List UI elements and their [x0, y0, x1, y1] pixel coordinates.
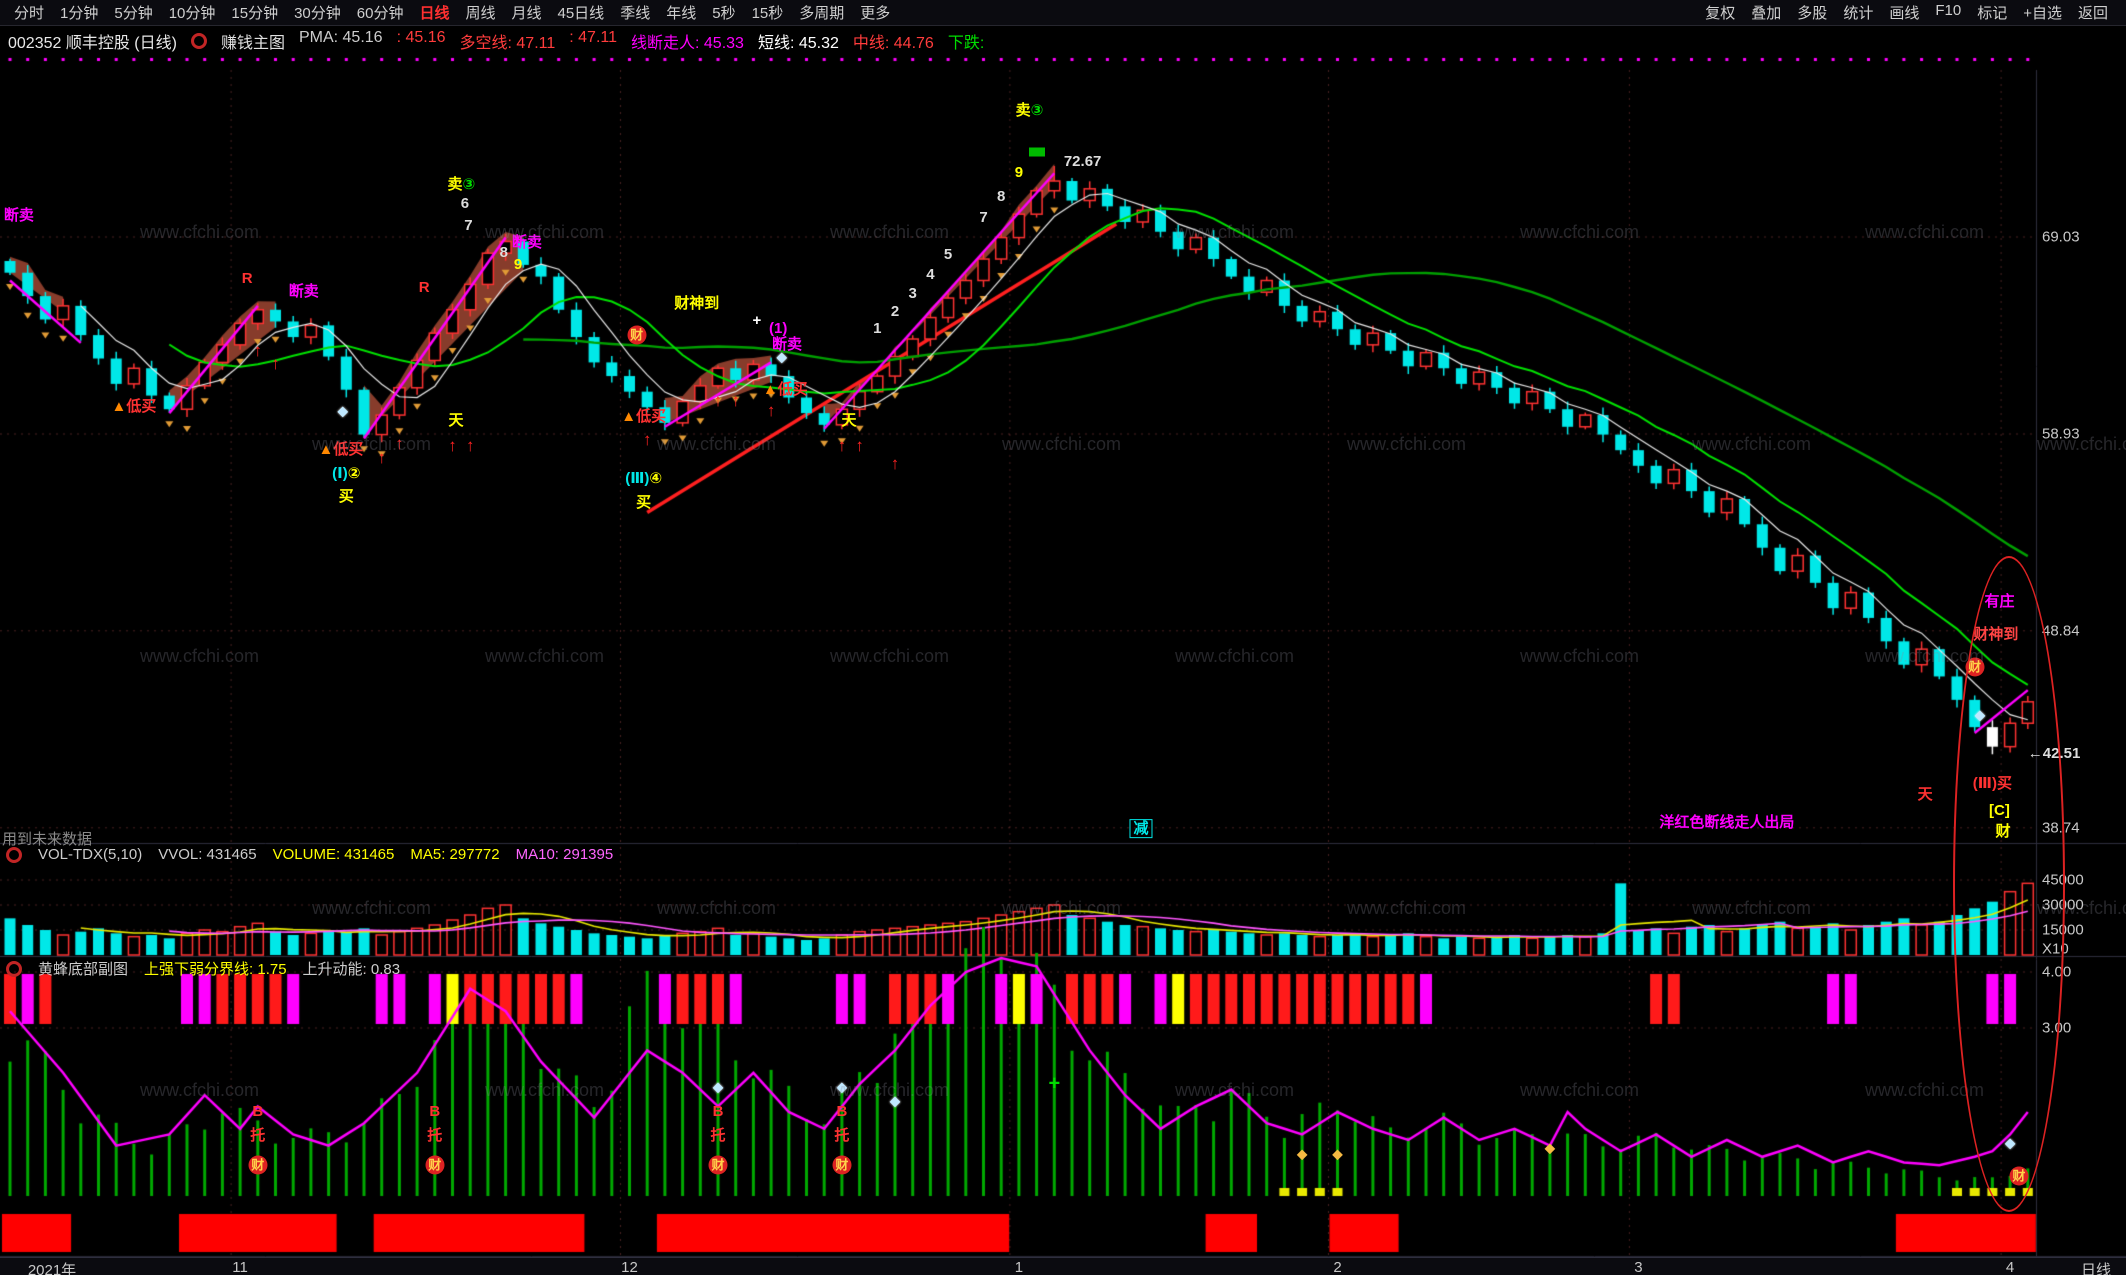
- stock-title: 002352 顺丰控股 (日线): [8, 35, 177, 52]
- menu-item-9[interactable]: 月线: [511, 5, 542, 22]
- menu-item-15[interactable]: 多周期: [799, 5, 845, 22]
- month-label-2: 1: [1014, 1259, 1024, 1275]
- indicator-value-2: 多空线: 47.11: [459, 35, 556, 52]
- menu-item-3[interactable]: 10分钟: [168, 5, 216, 22]
- indicator-value-5: 短线: 45.32: [757, 35, 839, 52]
- month-label-0: 11: [232, 1259, 248, 1275]
- menu-item-16[interactable]: 更多: [860, 5, 891, 22]
- menu-item-1[interactable]: 1分钟: [60, 5, 99, 22]
- month-label-4: 3: [1634, 1259, 1643, 1275]
- menu-item-13[interactable]: 5秒: [712, 5, 736, 22]
- indicator-value-6: 中线: 44.76: [852, 35, 934, 52]
- volume-pane-title: VOL-TDX(5,10): [38, 846, 143, 863]
- menu-right-item-8[interactable]: 返回: [2077, 5, 2108, 22]
- menu-item-10[interactable]: 45日线: [557, 5, 605, 22]
- info-bar: 002352 顺丰控股 (日线) 赚钱主图 PMA: 45.16 : 45.16 多…: [0, 27, 2126, 55]
- indicator-pane-value-1: 上升动能: 0.83: [302, 961, 401, 978]
- indicator-values: PMA: 45.16 : 45.16 多空线: 47.11 : 47.11 线断走人: …: [299, 29, 984, 53]
- volume-value-2: MA5: 297772: [410, 846, 500, 863]
- menu-right-item-2[interactable]: 多股: [1797, 5, 1828, 22]
- volume-pane-icon: [6, 846, 22, 863]
- menu-right-group: 复权 叠加 多股 统计 画线 F10 标记 +自选 返回: [1697, 2, 2126, 23]
- menu-right-item-1[interactable]: 叠加: [1751, 5, 1782, 22]
- menu-item-6[interactable]: 60分钟: [356, 5, 404, 22]
- indicator-icon: [190, 33, 207, 49]
- menu-item-12[interactable]: 年线: [666, 5, 697, 22]
- menu-right-item-5[interactable]: F10: [1935, 2, 1962, 19]
- menu-item-14[interactable]: 15秒: [751, 5, 784, 22]
- indicator-value-1: : 45.16: [396, 29, 446, 46]
- menu-right-item-4[interactable]: 画线: [1889, 5, 1920, 22]
- menu-left-group: 分时 1分钟 5分钟 10分钟 15分钟 30分钟 60分钟 日线 周线 月线 45日线 季线 年线 5秒…: [6, 2, 898, 23]
- menu-item-8[interactable]: 周线: [465, 5, 496, 22]
- menu-right-item-0[interactable]: 复权: [1705, 5, 1736, 22]
- volume-value-0: VVOL: 431465: [158, 846, 257, 863]
- menu-item-11[interactable]: 季线: [620, 5, 651, 22]
- menu-item-0[interactable]: 分时: [14, 5, 45, 22]
- indicator-pane-values: 上强下弱分界线: 1.75 上升动能: 0.83: [144, 958, 400, 979]
- indicator-pane-icon: [6, 960, 22, 977]
- menu-item-5[interactable]: 30分钟: [294, 5, 341, 22]
- menu-bar: 分时 1分钟 5分钟 10分钟 15分钟 30分钟 60分钟 日线 周线 月线 45日线 季线 年线 5秒…: [0, 0, 2126, 26]
- indicator-value-4: 线断走人: 45.33: [631, 35, 744, 52]
- indicator-pane-header: 黄蜂底部副图 上强下弱分界线: 1.75 上升动能: 0.83: [6, 958, 400, 979]
- volume-value-3: MA10: 291395: [515, 846, 614, 863]
- menu-right-item-6[interactable]: 标记: [1977, 5, 2008, 22]
- menu-right-item-3[interactable]: 统计: [1843, 5, 1874, 22]
- indicator-pane-title: 黄蜂底部副图: [38, 961, 129, 978]
- month-label-1: 12: [621, 1259, 638, 1275]
- volume-value-1: VOLUME: 431465: [272, 846, 395, 863]
- menu-item-4[interactable]: 15分钟: [231, 5, 279, 22]
- cycle-label: 日线: [2080, 1262, 2112, 1275]
- month-label-5: 4: [2005, 1259, 2015, 1275]
- indicator-pane-value-0: 上强下弱分界线: 1.75: [144, 961, 287, 978]
- volume-pane-header: VOL-TDX(5,10) VVOL: 431465 VOLUME: 431465…: [6, 846, 613, 863]
- menu-item-7[interactable]: 日线: [419, 5, 450, 22]
- menu-item-2[interactable]: 5分钟: [114, 5, 153, 22]
- menu-right-item-7[interactable]: +自选: [2023, 5, 2062, 22]
- indicator-name: 赚钱主图: [220, 35, 285, 52]
- indicator-value-0: PMA: 45.16: [298, 29, 383, 46]
- time-axis-bar[interactable]: 2021年 日线 11 12 1 2 3 4: [0, 1257, 2126, 1275]
- month-label-3: 2: [1333, 1259, 1342, 1275]
- year-label: 2021年: [27, 1262, 77, 1275]
- indicator-value-7: 下跌:: [947, 35, 985, 52]
- indicator-value-3: : 47.11: [569, 29, 618, 46]
- volume-pane-values: VVOL: 431465 VOLUME: 431465 MA5: 297772 MA1…: [158, 846, 613, 863]
